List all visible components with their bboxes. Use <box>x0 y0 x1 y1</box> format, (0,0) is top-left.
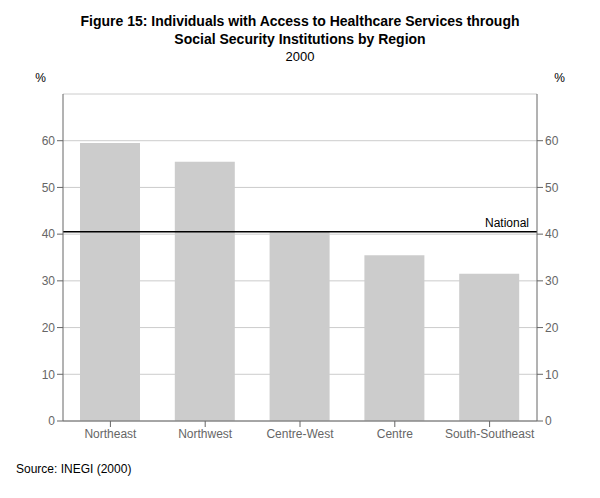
svg-text:%: % <box>35 71 46 85</box>
svg-text:10: 10 <box>42 368 56 382</box>
svg-text:50: 50 <box>42 181 56 195</box>
svg-text:National: National <box>485 216 529 230</box>
svg-text:Northwest: Northwest <box>178 427 233 441</box>
svg-text:20: 20 <box>42 321 56 335</box>
svg-text:0: 0 <box>545 414 552 428</box>
svg-text:60: 60 <box>545 134 559 148</box>
svg-text:50: 50 <box>545 181 559 195</box>
svg-text:Centre-West: Centre-West <box>266 427 334 441</box>
svg-text:%: % <box>554 71 565 85</box>
svg-text:40: 40 <box>42 227 56 241</box>
svg-text:30: 30 <box>545 274 559 288</box>
svg-text:Northeast: Northeast <box>84 427 137 441</box>
svg-text:0: 0 <box>48 414 55 428</box>
html-text:2000: 2000 <box>285 49 315 64</box>
svg-text:40: 40 <box>545 227 559 241</box>
html-text:Figure 15: Individuals with Ac: Figure 15: Individuals with Access to He… <box>80 13 520 29</box>
html-text:Social Security Institutions b: Social Security Institutions by Region <box>174 31 426 47</box>
svg-text:South-Southeast: South-Southeast <box>445 427 535 441</box>
svg-text:20: 20 <box>545 321 559 335</box>
svg-text:Centre: Centre <box>377 427 413 441</box>
html-text:Source: INEGI (2000): Source: INEGI (2000) <box>16 462 132 476</box>
svg-text:10: 10 <box>545 368 559 382</box>
svg-text:30: 30 <box>42 274 56 288</box>
svg-text:60: 60 <box>42 134 56 148</box>
